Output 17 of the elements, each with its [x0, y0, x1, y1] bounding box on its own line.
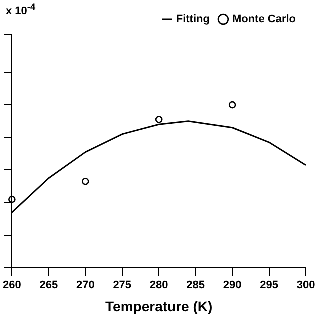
x-tick-label: 260 [2, 280, 22, 292]
x-tick-label: 275 [113, 280, 132, 292]
x-tick-label: 280 [150, 280, 168, 292]
point [155, 116, 163, 124]
text: x 10$^{-4}$ [6, 2, 36, 18]
x-tick-label: 285 [186, 280, 205, 292]
x-tick-label: 300 [296, 280, 316, 292]
x-tick-label: 295 [260, 280, 278, 292]
legend-label: Monte Carlo [232, 14, 296, 26]
x-axis-title: Temperature (K) [106, 298, 213, 314]
legend-label: Fitting [176, 14, 210, 26]
point [228, 101, 236, 109]
point [8, 196, 16, 204]
x-tick-label: 290 [223, 280, 242, 292]
x-tick-label: 265 [40, 280, 58, 292]
x-tick-label: 270 [76, 280, 95, 292]
point [82, 178, 90, 186]
